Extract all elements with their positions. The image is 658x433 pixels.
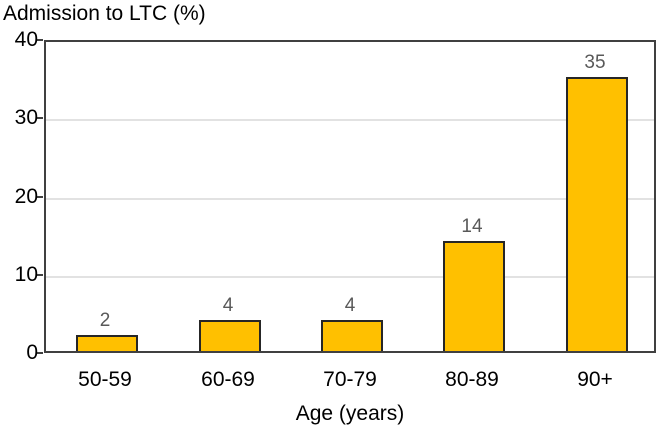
y-tick-mark-10: [36, 273, 43, 276]
y-tick-mark-0: [36, 352, 43, 354]
y-tick-label-10: 10: [14, 262, 38, 286]
x-tick-label-70-79: 70-79: [323, 368, 377, 391]
bar-value-label-50-59: 2: [99, 310, 111, 331]
y-tick-mark-40: [36, 39, 43, 41]
bar-90+: [566, 77, 628, 351]
x-tick-label-60-69: 60-69: [201, 368, 255, 391]
x-tick-label-90+: 90+: [577, 368, 613, 391]
x-axis-title: Age (years): [295, 402, 405, 425]
x-tick-label-80-89: 80-89: [445, 368, 499, 391]
bar-value-label-90+: 35: [584, 52, 606, 73]
bar-50-59: [76, 335, 138, 351]
bar-value-label-70-79: 4: [344, 295, 356, 316]
bar-70-79: [321, 320, 383, 351]
gridline-y20: [46, 197, 654, 200]
y-tick-label-0: 0: [26, 341, 38, 364]
bar-value-label-80-89: 14: [461, 216, 483, 237]
y-tick-label-20: 20: [14, 184, 38, 208]
bar-value-label-60-69: 4: [222, 295, 234, 316]
y-tick-label-30: 30: [14, 106, 38, 130]
y-tick-label-40: 40: [14, 28, 38, 51]
bar-60-69: [199, 320, 261, 351]
y-tick-mark-20: [36, 195, 43, 198]
plot-area: [44, 40, 656, 353]
y-tick-mark-30: [36, 117, 43, 120]
bar-80-89: [443, 241, 505, 351]
x-tick-label-50-59: 50-59: [78, 368, 132, 391]
gridline-y30: [46, 119, 654, 122]
chart-title: Admission to LTC (%): [3, 2, 206, 25]
gridline-y10: [46, 275, 654, 278]
